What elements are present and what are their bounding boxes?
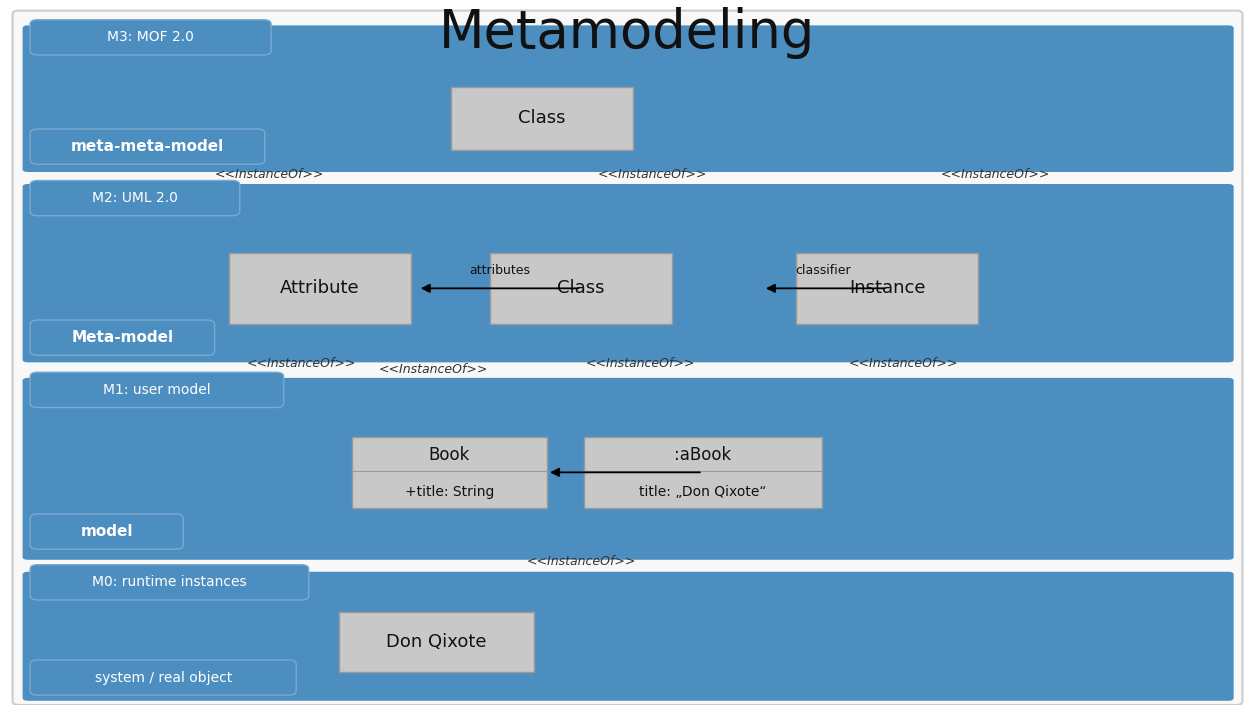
Text: M3: MOF 2.0: M3: MOF 2.0 (107, 30, 195, 44)
FancyBboxPatch shape (23, 25, 1234, 172)
Text: title: „Don Qixote“: title: „Don Qixote“ (639, 485, 767, 499)
Text: Metamodeling: Metamodeling (439, 7, 816, 59)
FancyBboxPatch shape (13, 11, 1242, 705)
FancyBboxPatch shape (23, 378, 1234, 560)
Text: meta-meta-model: meta-meta-model (70, 139, 225, 154)
FancyBboxPatch shape (30, 372, 284, 407)
FancyBboxPatch shape (30, 20, 271, 55)
Text: <<InstanceOf>>: <<InstanceOf>> (585, 357, 695, 370)
Text: <<InstanceOf>>: <<InstanceOf>> (215, 168, 325, 181)
Text: <<InstanceOf>>: <<InstanceOf>> (526, 555, 636, 568)
FancyBboxPatch shape (30, 565, 309, 600)
Bar (491, 253, 673, 324)
Text: M0: runtime instances: M0: runtime instances (92, 575, 247, 589)
Bar (339, 611, 535, 671)
FancyBboxPatch shape (30, 129, 265, 164)
Text: +title: String: +title: String (404, 485, 494, 499)
Bar (452, 87, 633, 150)
Text: Class: Class (557, 279, 605, 298)
Text: attributes: attributes (469, 264, 530, 277)
Text: <<InstanceOf>>: <<InstanceOf>> (940, 168, 1050, 181)
FancyBboxPatch shape (23, 572, 1234, 701)
Text: Meta-model: Meta-model (72, 330, 173, 345)
Text: Class: Class (518, 109, 566, 128)
FancyBboxPatch shape (30, 514, 183, 549)
Bar (351, 437, 547, 508)
Text: system / real object: system / real object (94, 670, 232, 685)
Text: <<InstanceOf>>: <<InstanceOf>> (246, 357, 356, 370)
Text: Book: Book (429, 446, 469, 465)
Bar (584, 437, 822, 508)
Bar (796, 253, 979, 324)
Text: M2: UML 2.0: M2: UML 2.0 (92, 191, 178, 205)
FancyBboxPatch shape (30, 320, 215, 355)
FancyBboxPatch shape (23, 184, 1234, 362)
Text: Don Qixote: Don Qixote (387, 632, 487, 651)
Text: model: model (80, 524, 133, 539)
Text: <<InstanceOf>>: <<InstanceOf>> (597, 168, 708, 181)
Text: :aBook: :aBook (674, 446, 732, 465)
Text: <<InstanceOf>>: <<InstanceOf>> (378, 363, 488, 376)
Text: <<InstanceOf>>: <<InstanceOf>> (848, 357, 959, 370)
Text: classifier: classifier (796, 264, 851, 277)
FancyBboxPatch shape (30, 660, 296, 695)
FancyBboxPatch shape (30, 180, 240, 216)
Text: Instance: Instance (850, 279, 925, 298)
Text: Attribute: Attribute (280, 279, 360, 298)
Bar (228, 253, 412, 324)
Text: M1: user model: M1: user model (103, 383, 211, 397)
